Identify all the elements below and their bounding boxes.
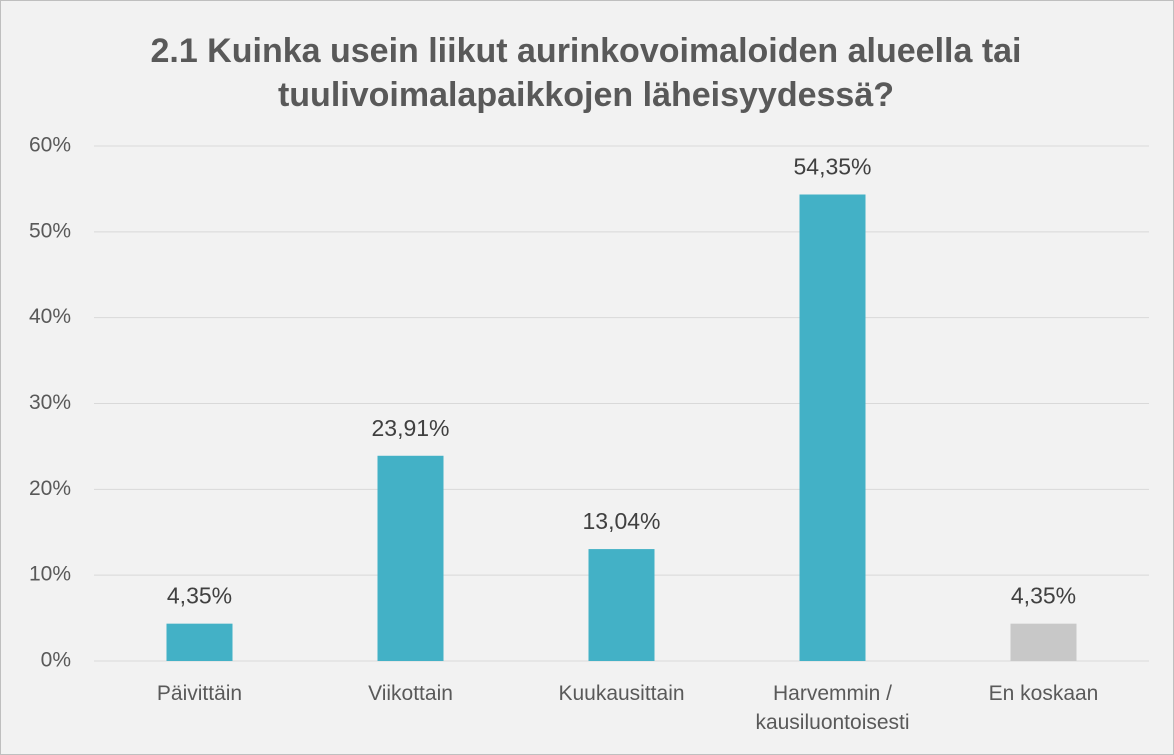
bar bbox=[588, 549, 655, 661]
y-tick-label: 40% bbox=[29, 305, 71, 328]
bar bbox=[377, 455, 444, 661]
y-tick-label: 20% bbox=[29, 477, 71, 500]
value-label: 23,91% bbox=[371, 415, 449, 441]
x-tick-label: En koskaan bbox=[988, 682, 1099, 705]
x-tick-label: Harvemmin / kausiluontoisesti bbox=[755, 682, 910, 734]
x-tick-label: Viikottain bbox=[368, 682, 453, 705]
chart-title: 2.1 Kuinka usein liikut aurinkovoimaloid… bbox=[150, 32, 1022, 114]
y-tick-label: 50% bbox=[29, 219, 71, 242]
y-tick-label: 0% bbox=[41, 649, 71, 672]
x-tick-label: Kuukausittain bbox=[558, 682, 685, 705]
bar bbox=[1010, 623, 1077, 661]
value-label: 54,35% bbox=[793, 154, 871, 180]
value-label: 4,35% bbox=[1011, 583, 1076, 609]
y-tick-label: 10% bbox=[29, 563, 71, 586]
bar bbox=[799, 194, 866, 661]
y-tick-label: 60% bbox=[29, 134, 71, 157]
value-label: 4,35% bbox=[167, 583, 232, 609]
bar bbox=[166, 623, 233, 661]
y-tick-label: 30% bbox=[29, 391, 71, 414]
value-label: 13,04% bbox=[582, 508, 660, 534]
x-tick-label: Päivittäin bbox=[156, 682, 243, 705]
